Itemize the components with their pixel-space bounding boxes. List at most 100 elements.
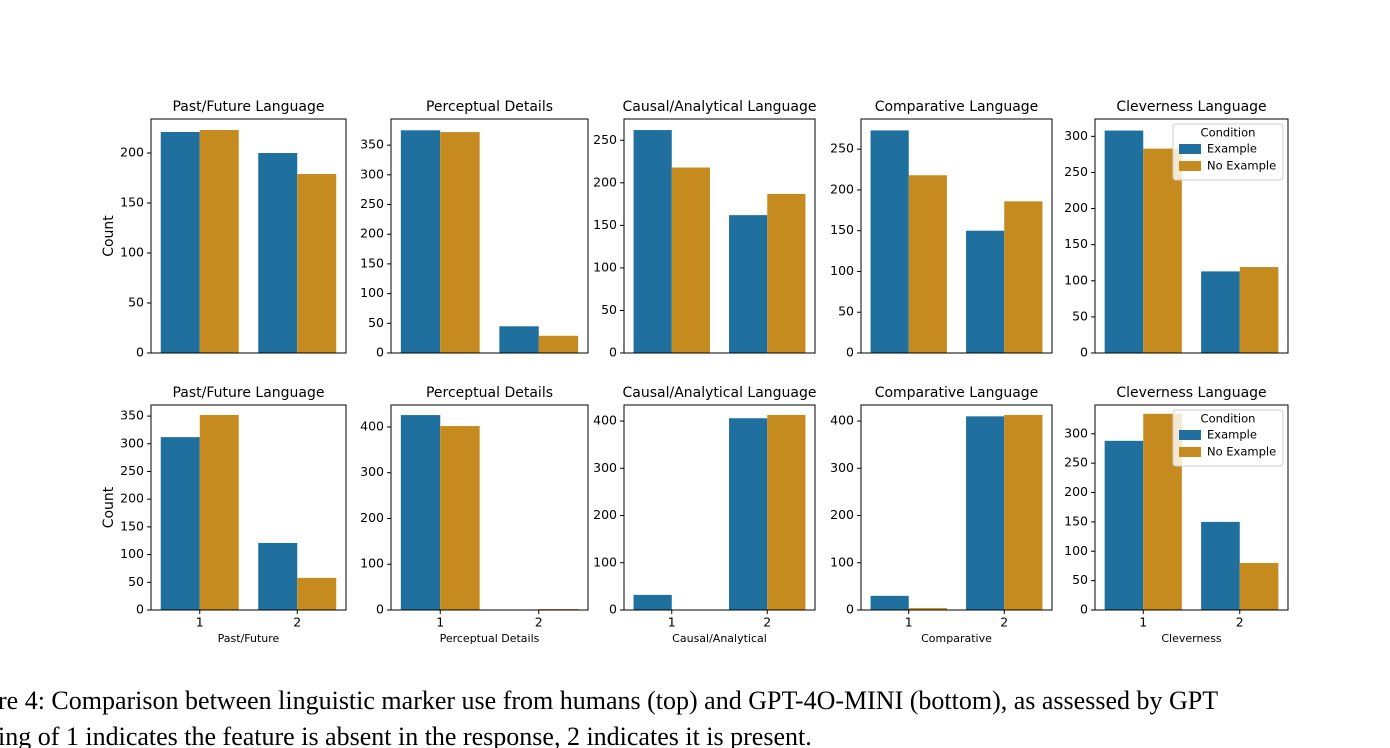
legend-label: No Example: [1207, 445, 1276, 459]
y-tick-label: 50: [1072, 308, 1088, 323]
chart-title: Cleverness Language: [1116, 385, 1266, 401]
chart-title: Cleverness Language: [1116, 99, 1266, 115]
bar: [1201, 271, 1240, 353]
bar: [633, 594, 672, 610]
axes-frame: [150, 118, 347, 354]
y-tick-label: 0: [1080, 602, 1088, 617]
y-tick-label: 300: [1064, 128, 1088, 143]
x-tick-label: 2: [763, 615, 771, 630]
legend-swatch: [1179, 447, 1201, 457]
y-tick-label: 100: [1064, 543, 1088, 558]
y-tick-label: 100: [120, 245, 144, 260]
y-tick-label: 250: [593, 132, 617, 147]
y-tick-label: 50: [838, 304, 854, 319]
bar: [538, 335, 579, 353]
chart-title: Causal/Analytical Language: [623, 99, 817, 115]
bar: [870, 130, 909, 353]
chart-title: Perceptual Details: [426, 99, 553, 115]
x-axis-label: Past/Future: [218, 632, 280, 645]
y-tick-label: 0: [136, 602, 144, 617]
y-tick-label: 200: [1064, 200, 1088, 215]
x-tick-label: 2: [1236, 615, 1244, 630]
y-tick-label: 50: [601, 302, 617, 317]
y-tick-label: 50: [128, 295, 144, 310]
bar: [1104, 440, 1144, 610]
y-tick-label: 200: [593, 174, 617, 189]
x-tick-label: 1: [196, 615, 204, 630]
bar: [767, 414, 806, 610]
bar: [1239, 267, 1279, 353]
x-tick-label: 1: [436, 615, 444, 630]
y-axis-label: Count: [101, 215, 117, 257]
y-tick-label: 0: [846, 345, 854, 360]
axes-frame: [150, 404, 347, 611]
y-tick-label: 400: [360, 418, 384, 433]
bar: [729, 215, 768, 353]
chart-title: Perceptual Details: [426, 385, 553, 401]
x-tick-label: 2: [293, 615, 301, 630]
bar: [400, 130, 441, 353]
legend-label: No Example: [1207, 159, 1276, 173]
y-tick-label: 200: [120, 491, 144, 506]
chart-title: Causal/Analytical Language: [623, 385, 817, 401]
axes-frame: [860, 404, 1053, 611]
bar: [160, 132, 200, 353]
y-tick-label: 0: [376, 602, 384, 617]
y-tick-label: 100: [360, 556, 384, 571]
y-tick-label: 250: [120, 463, 144, 478]
y-tick-label: 200: [593, 507, 617, 522]
y-tick-label: 200: [360, 510, 384, 525]
x-tick-label: 2: [1000, 615, 1008, 630]
axes-frame: [1094, 118, 1289, 354]
bar: [440, 426, 480, 610]
bar: [908, 175, 947, 353]
chart-title: Past/Future Language: [172, 385, 324, 401]
bar: [908, 608, 947, 610]
bar: [1004, 201, 1043, 353]
y-tick-label: 150: [830, 222, 854, 237]
chart-title: Past/Future Language: [172, 99, 324, 115]
y-tick-label: 0: [376, 345, 384, 360]
bar: [966, 230, 1005, 353]
y-tick-label: 350: [120, 408, 144, 423]
y-tick-label: 50: [1072, 572, 1088, 587]
y-tick-label: 300: [1064, 425, 1088, 440]
bar: [1104, 130, 1144, 353]
y-tick-label: 150: [120, 195, 144, 210]
y-tick-label: 150: [1064, 513, 1088, 528]
axes-frame: [623, 118, 816, 354]
y-tick-label: 300: [120, 435, 144, 450]
bar: [297, 577, 337, 610]
bar: [258, 153, 298, 353]
legend-title: Condition: [1201, 412, 1256, 426]
y-tick-label: 50: [368, 315, 384, 330]
bar: [297, 174, 337, 353]
chart-title: Comparative Language: [875, 99, 1039, 115]
axes-frame: [1094, 404, 1289, 611]
y-tick-label: 200: [830, 181, 854, 196]
y-tick-label: 100: [120, 546, 144, 561]
bar: [440, 132, 480, 353]
y-tick-label: 300: [360, 166, 384, 181]
y-tick-label: 0: [609, 345, 617, 360]
y-tick-label: 0: [136, 345, 144, 360]
y-tick-label: 100: [593, 259, 617, 274]
y-tick-label: 250: [1064, 164, 1088, 179]
y-tick-label: 400: [830, 413, 854, 428]
bar: [1201, 521, 1240, 610]
y-tick-label: 200: [1064, 484, 1088, 499]
x-axis-label: Causal/Analytical: [672, 632, 767, 645]
y-tick-label: 250: [830, 141, 854, 156]
legend-swatch: [1179, 161, 1201, 171]
x-axis-label: Cleverness: [1161, 632, 1222, 645]
bar: [199, 414, 239, 610]
bar: [160, 437, 200, 610]
y-tick-label: 300: [593, 460, 617, 475]
chart-title: Comparative Language: [875, 385, 1039, 401]
legend-swatch: [1179, 430, 1201, 440]
bar: [1004, 414, 1043, 610]
legend-label: Example: [1207, 142, 1257, 156]
x-tick-label: 2: [535, 615, 543, 630]
